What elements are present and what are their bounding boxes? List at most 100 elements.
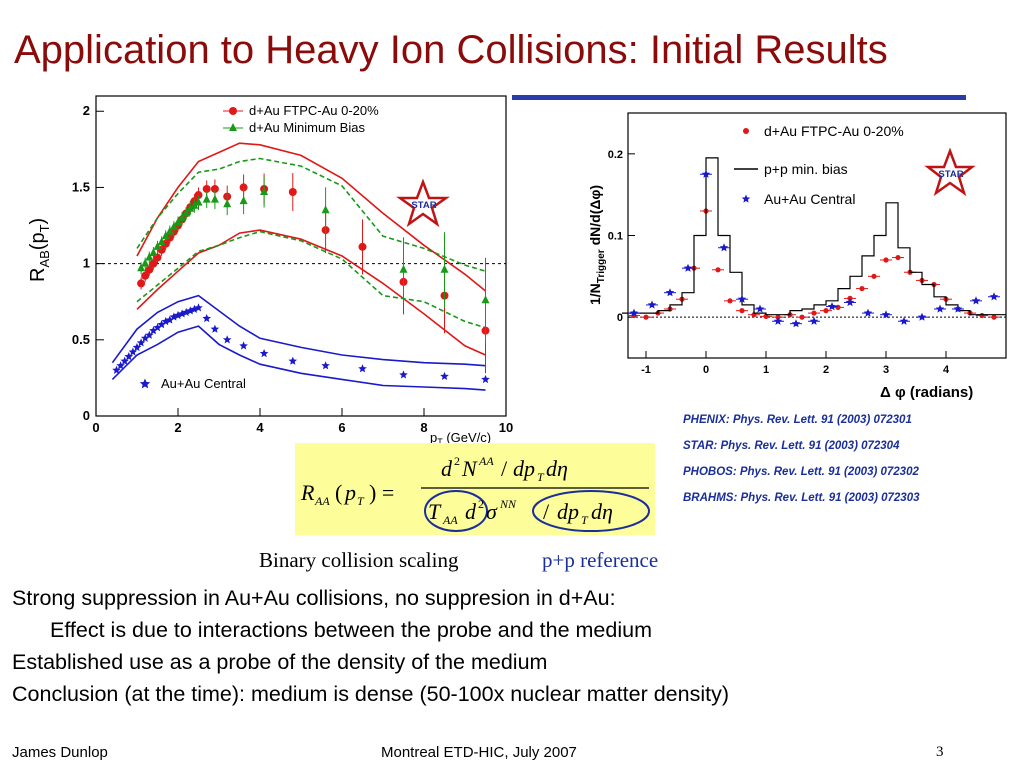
data-point bbox=[827, 302, 837, 311]
data-point bbox=[149, 326, 158, 335]
y-tick-label: 1.5 bbox=[72, 179, 90, 194]
svg-text:T: T bbox=[428, 499, 442, 524]
svg-text:p: p bbox=[343, 480, 356, 505]
svg-text:AA: AA bbox=[478, 454, 494, 468]
y-tick-label: 0.2 bbox=[608, 149, 623, 161]
y-tick-label: 2 bbox=[83, 103, 90, 118]
svg-text:) =: ) = bbox=[369, 480, 394, 505]
data-point bbox=[145, 252, 154, 261]
legend-marker bbox=[139, 378, 151, 389]
data-point bbox=[727, 298, 733, 304]
svg-text:/: / bbox=[543, 499, 550, 524]
x-tick-label: 0 bbox=[92, 420, 99, 435]
legend-label: Au+Au Central bbox=[161, 376, 246, 391]
data-point bbox=[153, 241, 162, 250]
svg-text:N: N bbox=[461, 456, 478, 481]
svg-text:dη: dη bbox=[546, 456, 568, 481]
x-tick-label: 10 bbox=[499, 420, 513, 435]
binary-scaling-label: Binary collision scaling bbox=[259, 548, 459, 572]
x-tick-label: 2 bbox=[174, 420, 181, 435]
data-point bbox=[358, 364, 367, 373]
svg-text:2: 2 bbox=[454, 454, 460, 468]
data-point bbox=[260, 187, 269, 195]
data-point bbox=[755, 304, 765, 313]
y-tick-label: 0.5 bbox=[72, 332, 90, 347]
reference-brahms: BRAHMS: Phys. Rev. Lett. 91 (2003) 07230… bbox=[683, 492, 920, 504]
data-point bbox=[979, 312, 985, 319]
x-tick-label: 6 bbox=[338, 420, 345, 435]
data-point bbox=[883, 257, 889, 263]
star-logo-text: STAR bbox=[938, 169, 963, 180]
data-point bbox=[161, 231, 170, 240]
bullet-item: Conclusion (at the time): medium is dens… bbox=[12, 682, 729, 706]
data-point bbox=[165, 315, 175, 324]
svg-text:T: T bbox=[581, 513, 589, 527]
data-point bbox=[194, 303, 203, 312]
title-underline-rule bbox=[512, 95, 966, 100]
star-logo-text: STAR bbox=[411, 200, 436, 211]
data-point bbox=[174, 217, 182, 226]
data-point bbox=[881, 310, 891, 319]
band-upper-line bbox=[136, 157, 486, 272]
svg-text:(: ( bbox=[335, 480, 342, 505]
x-tick-label: 2 bbox=[823, 364, 829, 376]
slide-title: Application to Heavy Ion Collisions: Ini… bbox=[14, 28, 888, 72]
data-point bbox=[145, 330, 154, 339]
pp-histogram bbox=[622, 157, 1006, 316]
data-point bbox=[895, 254, 901, 261]
svg-text:d: d bbox=[465, 499, 477, 524]
data-point bbox=[145, 265, 154, 274]
data-point bbox=[137, 279, 146, 288]
data-point bbox=[863, 308, 873, 317]
band-lower-line bbox=[111, 325, 486, 391]
legend-marker bbox=[743, 128, 749, 134]
footer-author: James Dunlop bbox=[12, 744, 108, 761]
bullet-item: Strong suppression in Au+Au collisions, … bbox=[12, 586, 616, 610]
data-point bbox=[210, 194, 219, 203]
y-axis-title: 1/NTrigger dN/d(Δφ) bbox=[587, 185, 607, 305]
legend-marker bbox=[741, 194, 751, 203]
data-point bbox=[239, 183, 248, 192]
data-point bbox=[177, 309, 187, 318]
data-point bbox=[190, 304, 199, 313]
star-logo: STAR bbox=[396, 178, 450, 228]
data-point bbox=[186, 203, 195, 212]
data-point bbox=[859, 285, 865, 292]
data-point bbox=[773, 316, 783, 325]
svg-text:dp: dp bbox=[557, 499, 579, 524]
data-point bbox=[719, 243, 729, 252]
data-point bbox=[715, 267, 721, 273]
data-point bbox=[917, 312, 927, 321]
data-point bbox=[157, 237, 166, 246]
svg-text:/: / bbox=[501, 456, 508, 481]
data-point bbox=[149, 259, 158, 268]
data-point bbox=[182, 208, 191, 217]
svg-text:dη: dη bbox=[591, 499, 613, 524]
data-point bbox=[799, 314, 805, 320]
x-tick-label: 0 bbox=[703, 364, 709, 376]
legend-label: d+Au FTPC-Au 0-20% bbox=[249, 103, 379, 118]
data-point bbox=[223, 199, 232, 208]
data-point bbox=[481, 374, 490, 384]
x-tick-label: 4 bbox=[256, 420, 264, 435]
raa-formula: R AA ( p T ) = d 2 N AA / dp T dη T AA d… bbox=[295, 443, 655, 535]
dphi-chart: -1 0 1 2 3 4 0 0.1 0.2 1/NTrigger dN/d(Δφ) Δ φ (ra… bbox=[587, 112, 1007, 401]
y-axis-title: RAB(pT) bbox=[27, 218, 52, 282]
data-point bbox=[481, 295, 490, 304]
reference-phobos: PHOBOS: Phys. Rev. Lett. 91 (2003) 07230… bbox=[683, 466, 919, 478]
y-tick-label: 1 bbox=[83, 256, 90, 271]
legend-marker bbox=[229, 107, 237, 115]
data-point bbox=[128, 347, 138, 356]
legend-label: Au+Au Central bbox=[764, 191, 855, 207]
y-tick-label: 0 bbox=[617, 312, 623, 324]
data-point bbox=[141, 271, 150, 280]
x-tick-label: 3 bbox=[883, 364, 889, 376]
band-lower-line bbox=[136, 229, 486, 356]
y-tick-label: 0 bbox=[83, 408, 90, 423]
data-point bbox=[989, 292, 999, 301]
data-point bbox=[823, 308, 829, 314]
data-point bbox=[178, 212, 187, 221]
data-point bbox=[440, 371, 449, 380]
band-lower-line bbox=[136, 230, 486, 329]
